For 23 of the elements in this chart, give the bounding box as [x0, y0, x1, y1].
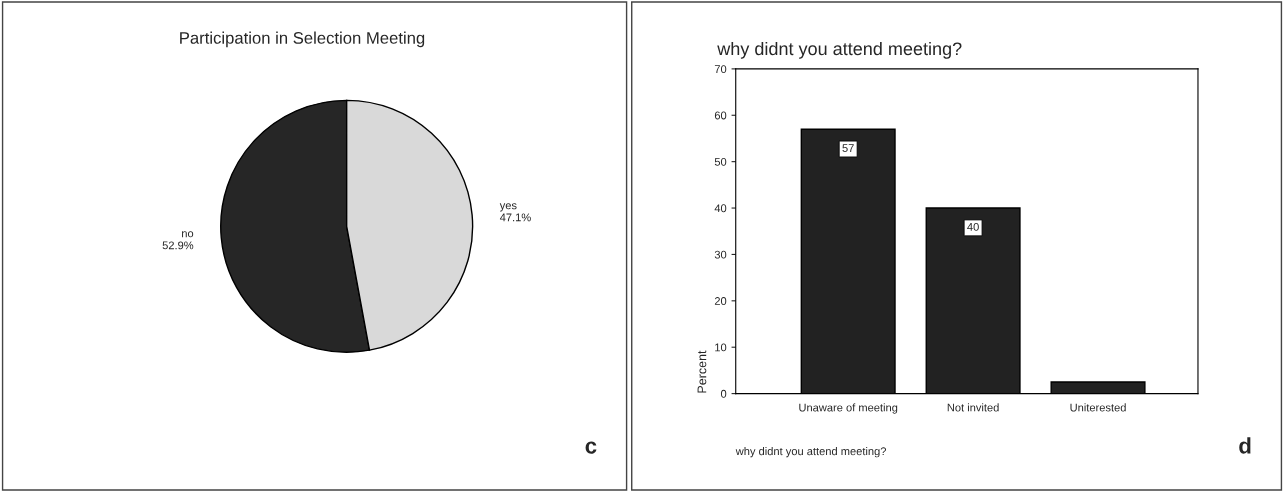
y-tick-label: 40 — [714, 204, 727, 213]
y-tick-label: 60 — [714, 111, 727, 120]
y-tick-label: 0 — [720, 389, 727, 398]
chart-title: why didnt you attend meeting? — [717, 41, 962, 59]
data-label: 40 — [967, 222, 979, 231]
x-tick-label: Not invited — [947, 403, 999, 412]
y-tick-label: 30 — [714, 250, 727, 259]
x-axis-title: why didnt you attend meeting? — [735, 447, 887, 458]
text: d — [1239, 437, 1251, 454]
y-tick-label: 20 — [714, 297, 727, 305]
data-label: 47.1% — [499, 213, 531, 222]
data-label: 52.9% — [162, 241, 194, 250]
y-tick-label: 50 — [714, 157, 727, 166]
y-axis-title: Percent — [697, 350, 707, 393]
y-tick-label: 10 — [715, 343, 727, 352]
x-tick-label: Unaware of meeting — [799, 403, 898, 414]
data-label: 57 — [842, 144, 854, 152]
y-tick-label: 70 — [714, 65, 727, 74]
x-tick-label: Uniterested — [1070, 403, 1126, 412]
slice-label: yes — [499, 203, 517, 212]
text: c — [585, 441, 597, 454]
slice-label: no — [182, 231, 194, 238]
chart-title: Participation in Selection Meeting — [180, 31, 425, 48]
